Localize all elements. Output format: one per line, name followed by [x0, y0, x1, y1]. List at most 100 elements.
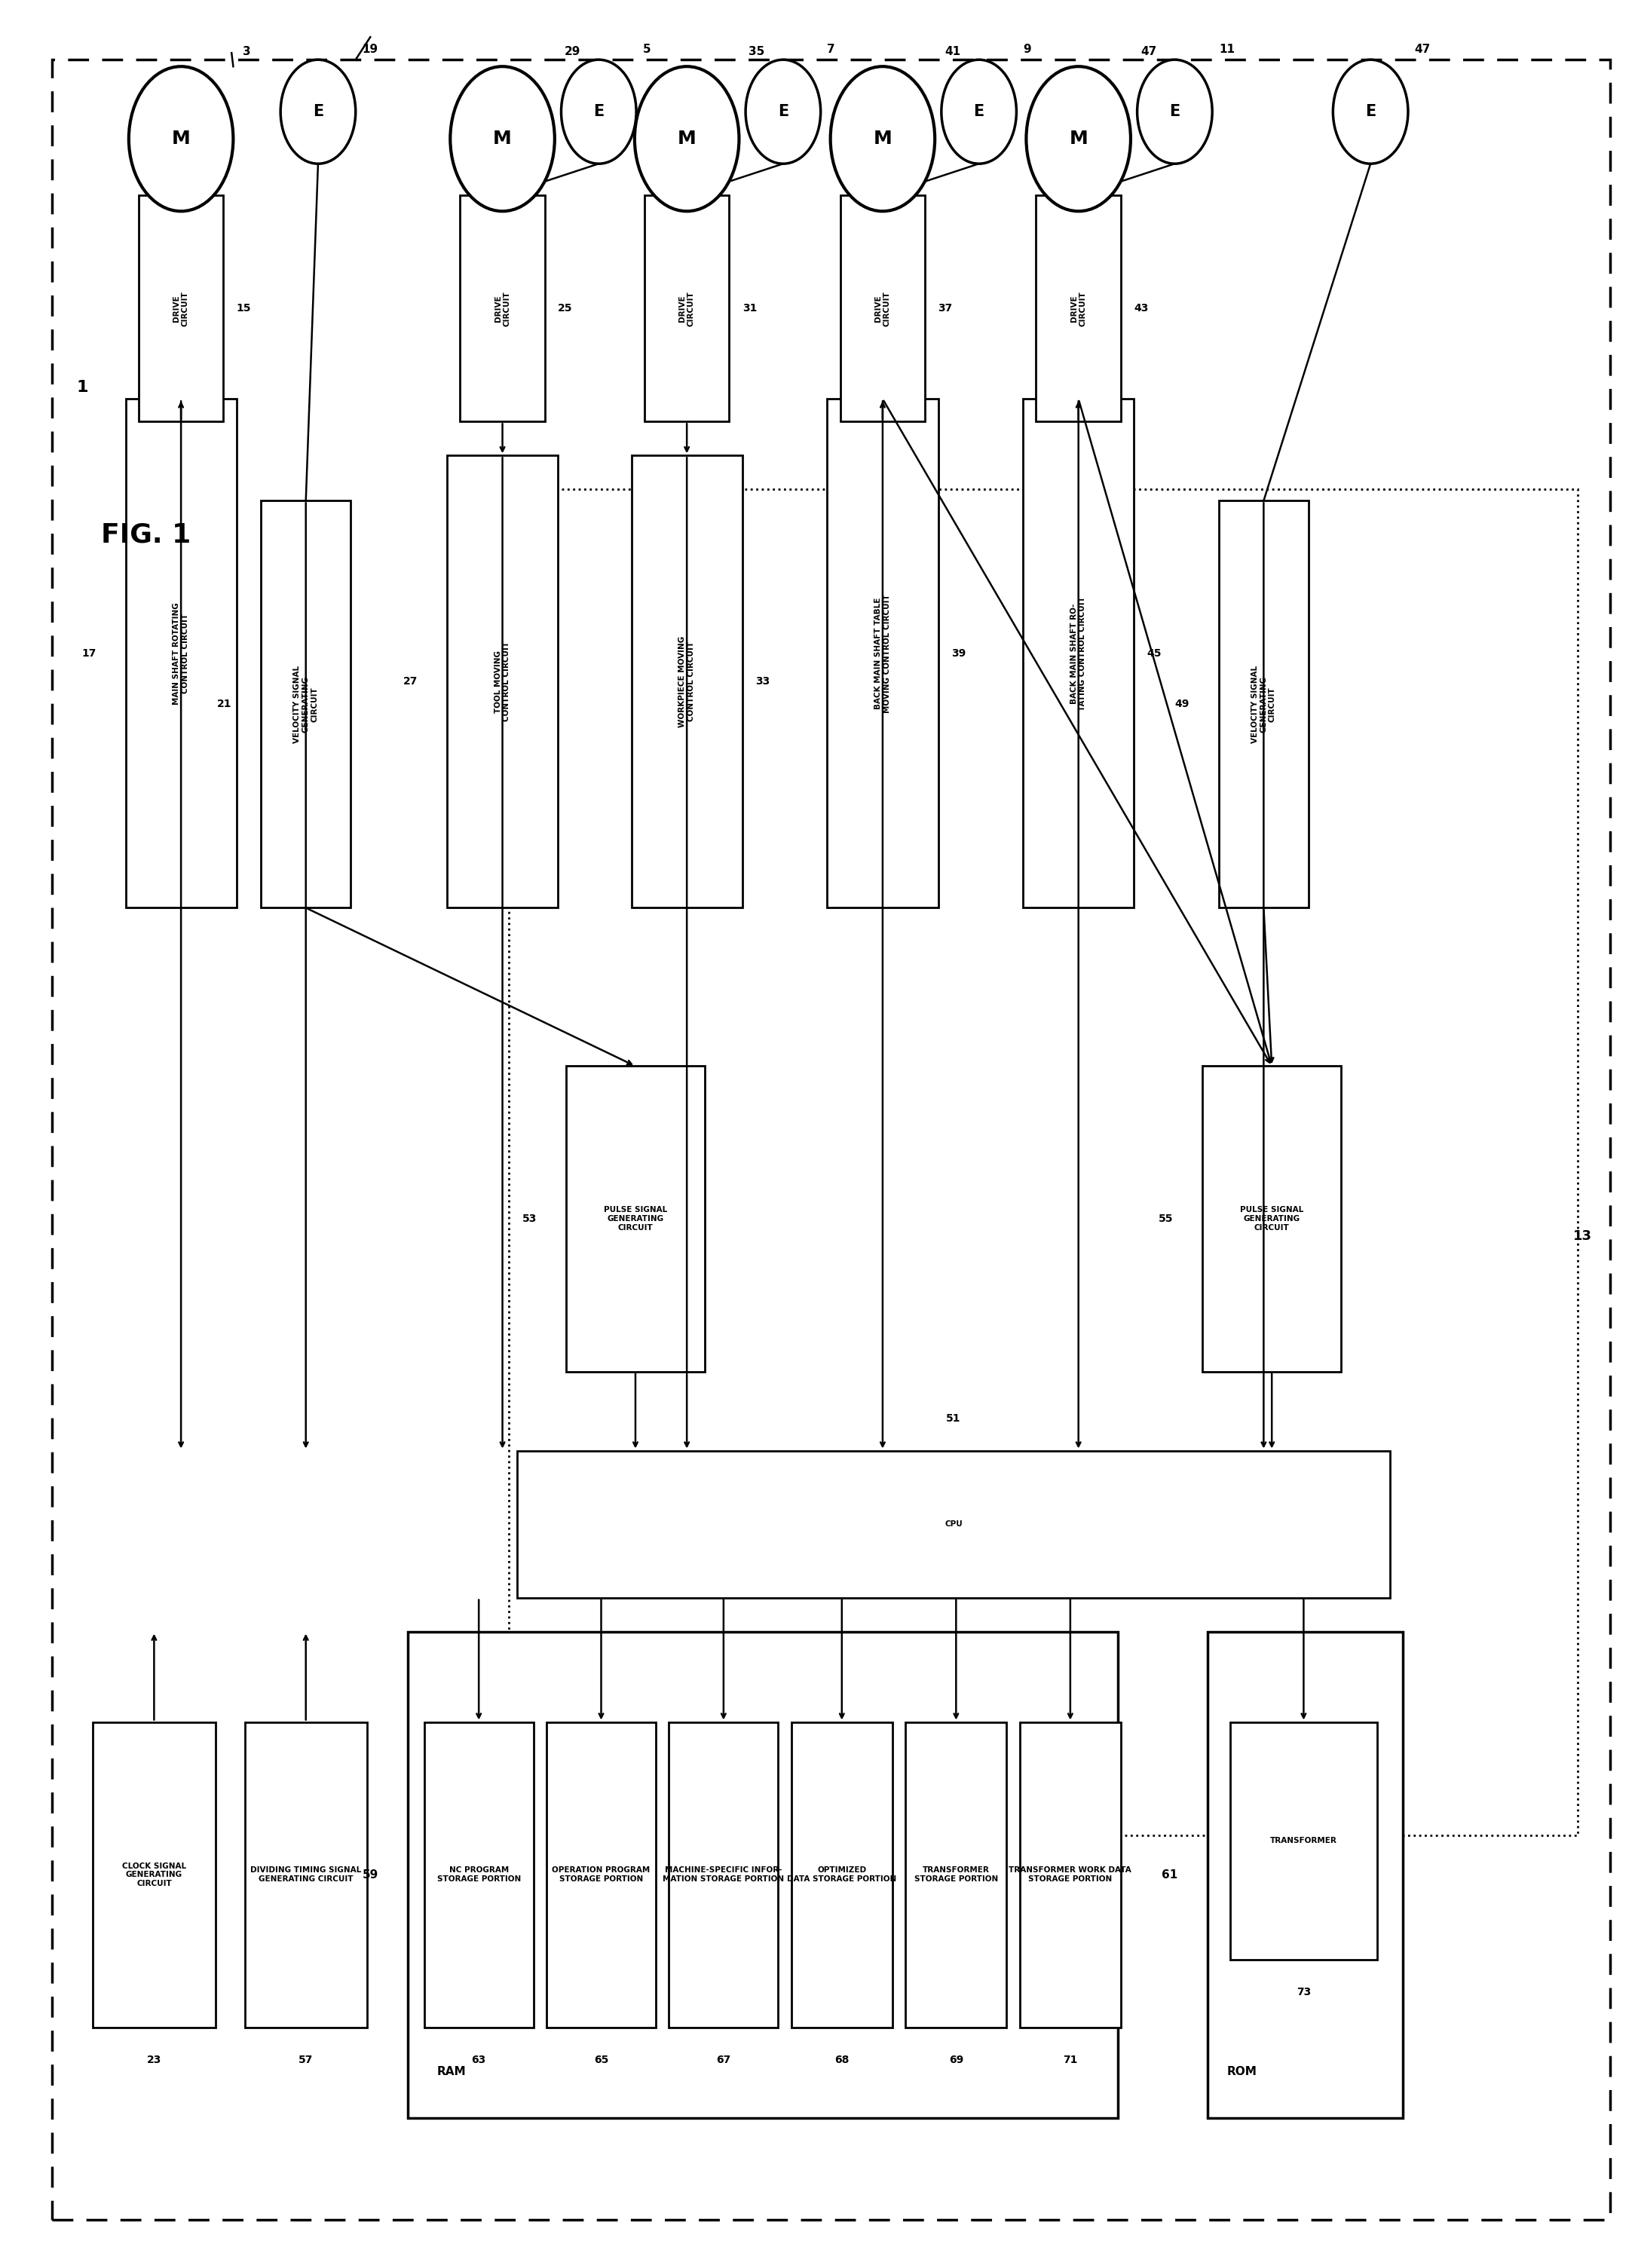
Text: DRIVE
CIRCUIT: DRIVE CIRCUIT [875, 290, 891, 327]
Bar [244, 1721, 367, 2028]
Text: E: E [313, 104, 323, 120]
Circle shape [830, 66, 935, 211]
Text: TRANSFORMER WORK DATA
STORAGE PORTION: TRANSFORMER WORK DATA STORAGE PORTION [1009, 1867, 1132, 1882]
Circle shape [1137, 59, 1212, 163]
Text: 7: 7 [827, 43, 835, 54]
Text: DRIVE
CIRCUIT: DRIVE CIRCUIT [1070, 290, 1086, 327]
Text: 5: 5 [642, 43, 650, 54]
Text: NC PROGRAM
STORAGE PORTION: NC PROGRAM STORAGE PORTION [437, 1867, 521, 1882]
Text: OPTIMIZED
DATA STORAGE PORTION: OPTIMIZED DATA STORAGE PORTION [788, 1867, 896, 1882]
Text: TRANSFORMER
STORAGE PORTION: TRANSFORMER STORAGE PORTION [914, 1867, 998, 1882]
Text: DRIVE
CIRCUIT: DRIVE CIRCUIT [678, 290, 695, 327]
Text: ROM: ROM [1227, 2066, 1256, 2077]
Bar [460, 195, 545, 422]
Text: 3: 3 [242, 45, 251, 57]
Text: 13: 13 [1572, 1229, 1592, 1243]
Bar [447, 456, 559, 907]
Bar [1202, 1066, 1342, 1372]
Text: 47: 47 [1140, 45, 1156, 57]
Text: 55: 55 [1158, 1213, 1173, 1225]
Text: E: E [593, 104, 604, 120]
Bar [93, 1721, 215, 2028]
Text: TRANSFORMER: TRANSFORMER [1269, 1837, 1337, 1844]
Text: 47: 47 [1415, 43, 1430, 54]
Text: TOOL MOVING
CONTROL CIRCUIT: TOOL MOVING CONTROL CIRCUIT [495, 642, 511, 721]
Circle shape [745, 59, 821, 163]
Text: MAIN SHAFT ROTATING
CONTROL CIRCUIT: MAIN SHAFT ROTATING CONTROL CIRCUIT [174, 603, 188, 705]
Bar [518, 1452, 1391, 1597]
Text: 73: 73 [1296, 1987, 1310, 1998]
Text: MACHINE-SPECIFIC INFOR-
MATION STORAGE PORTION: MACHINE-SPECIFIC INFOR- MATION STORAGE P… [663, 1867, 785, 1882]
Text: 71: 71 [1063, 2055, 1078, 2066]
Bar [1207, 1631, 1404, 2118]
Text: 31: 31 [742, 304, 757, 313]
Text: 57: 57 [298, 2055, 313, 2066]
Bar [567, 1066, 704, 1372]
Bar [509, 490, 1577, 1835]
Text: 43: 43 [1133, 304, 1148, 313]
Bar [126, 399, 236, 907]
Text: M: M [493, 129, 511, 147]
Text: BACK MAIN SHAFT RO-
TATING CONTROL CIRCUIT: BACK MAIN SHAFT RO- TATING CONTROL CIRCU… [1070, 596, 1086, 710]
Text: 67: 67 [716, 2055, 731, 2066]
Bar [668, 1721, 778, 2028]
Text: BACK MAIN SHAFT TABLE
MOVING CONTROL CIRCUIT: BACK MAIN SHAFT TABLE MOVING CONTROL CIR… [875, 594, 891, 712]
Bar [906, 1721, 1007, 2028]
Bar [1024, 399, 1133, 907]
Text: DRIVE
CIRCUIT: DRIVE CIRCUIT [495, 290, 511, 327]
Text: 53: 53 [523, 1213, 537, 1225]
Text: 45: 45 [1147, 649, 1161, 658]
Bar [1020, 1721, 1120, 2028]
Text: 37: 37 [939, 304, 953, 313]
Text: VELOCITY SIGNAL
GENERATING
CIRCUIT: VELOCITY SIGNAL GENERATING CIRCUIT [293, 665, 318, 744]
Text: VELOCITY SIGNAL
GENERATING
CIRCUIT: VELOCITY SIGNAL GENERATING CIRCUIT [1251, 665, 1276, 744]
Bar [1035, 195, 1120, 422]
Text: OPERATION PROGRAM
STORAGE PORTION: OPERATION PROGRAM STORAGE PORTION [552, 1867, 650, 1882]
Circle shape [129, 66, 233, 211]
Text: 9: 9 [1024, 43, 1030, 54]
Text: PULSE SIGNAL
GENERATING
CIRCUIT: PULSE SIGNAL GENERATING CIRCUIT [1240, 1207, 1304, 1232]
Circle shape [1027, 66, 1130, 211]
Text: 21: 21 [216, 699, 231, 710]
Circle shape [1333, 59, 1409, 163]
Bar [408, 1631, 1117, 2118]
Text: 61: 61 [1161, 1869, 1178, 1880]
Text: 51: 51 [947, 1413, 962, 1424]
Text: 29: 29 [565, 45, 580, 57]
Circle shape [562, 59, 636, 163]
Bar [840, 195, 925, 422]
Text: E: E [1170, 104, 1179, 120]
Bar [827, 399, 939, 907]
Text: 41: 41 [945, 45, 960, 57]
Text: CPU: CPU [945, 1520, 963, 1529]
Bar [139, 195, 223, 422]
Text: 23: 23 [147, 2055, 162, 2066]
Text: DIVIDING TIMING SIGNAL
GENERATING CIRCUIT: DIVIDING TIMING SIGNAL GENERATING CIRCUI… [251, 1867, 362, 1882]
Circle shape [634, 66, 739, 211]
Text: CLOCK SIGNAL
GENERATING
CIRCUIT: CLOCK SIGNAL GENERATING CIRCUIT [121, 1862, 187, 1887]
Circle shape [942, 59, 1017, 163]
Bar [547, 1721, 655, 2028]
Bar [424, 1721, 534, 2028]
Text: PULSE SIGNAL
GENERATING
CIRCUIT: PULSE SIGNAL GENERATING CIRCUIT [604, 1207, 667, 1232]
Text: 65: 65 [595, 2055, 608, 2066]
Bar [644, 195, 729, 422]
Text: 33: 33 [755, 676, 770, 687]
Text: 19: 19 [362, 43, 378, 54]
Text: 68: 68 [834, 2055, 848, 2066]
Text: M: M [172, 129, 190, 147]
Text: RAM: RAM [437, 2066, 467, 2077]
Text: 25: 25 [559, 304, 573, 313]
Text: M: M [678, 129, 696, 147]
Circle shape [280, 59, 355, 163]
Text: 27: 27 [403, 676, 418, 687]
Circle shape [450, 66, 555, 211]
Text: 39: 39 [952, 649, 966, 658]
Text: 49: 49 [1174, 699, 1189, 710]
Text: 69: 69 [948, 2055, 963, 2066]
Bar [260, 501, 351, 907]
Text: 59: 59 [362, 1869, 378, 1880]
Text: M: M [1070, 129, 1088, 147]
Text: 1: 1 [77, 381, 88, 395]
Bar [1219, 501, 1309, 907]
